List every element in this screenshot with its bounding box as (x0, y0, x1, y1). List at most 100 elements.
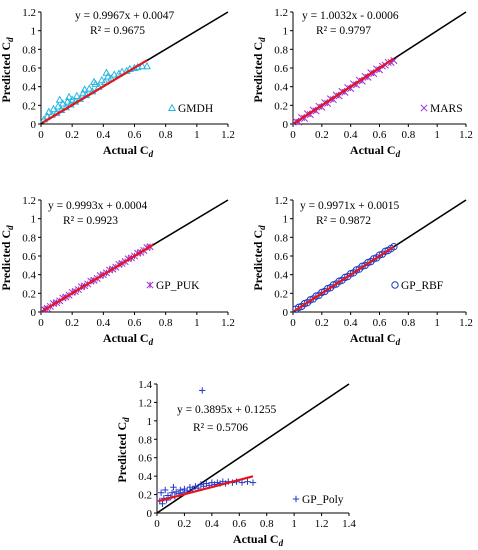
y-tick-label: 0.4 (274, 270, 288, 282)
y-tick-label: 0.4 (22, 82, 36, 94)
x-axis-label: Actual Cd (350, 143, 401, 159)
x-tick-label: 1.2 (459, 317, 473, 329)
x-tick-label: 0.8 (260, 518, 274, 530)
r2-label: R² = 0.9923 (63, 215, 118, 227)
regression-line (41, 243, 154, 312)
x-tick-label: 0 (38, 317, 44, 329)
x-tick-label: 0.6 (232, 518, 246, 530)
legend-marker (420, 104, 428, 112)
data-point (102, 68, 111, 76)
data-point (72, 91, 81, 100)
legend-marker (292, 495, 300, 503)
x-tick-label: 0.6 (128, 129, 142, 141)
y-axis-label: Predicted Cd (0, 225, 15, 291)
legend-label: GP_Poly (302, 494, 344, 506)
data-point-shape (390, 242, 398, 251)
y-tick-label: 0 (31, 307, 37, 319)
y-tick-label: 1.2 (138, 397, 152, 409)
x-tick-label: 1 (194, 129, 200, 141)
data-point (103, 72, 113, 80)
y-tick-label: 0 (31, 119, 37, 131)
data-point-stroke-b (390, 56, 398, 65)
data-point (159, 500, 166, 507)
x-tick-label: 0.8 (159, 317, 173, 329)
x-axis-label: Actual Cd (103, 143, 154, 159)
y-tick-label: 0.4 (22, 270, 36, 282)
data-point (168, 489, 176, 496)
x-axis-label-subscript: d (396, 149, 401, 159)
x-tick-label: 0.2 (315, 129, 329, 141)
legend-marker-shape (167, 103, 177, 112)
legend-marker (391, 281, 399, 289)
data-point (79, 88, 88, 97)
data-point-shape (80, 85, 89, 93)
y-axis-label: Predicted Cd (251, 225, 267, 291)
y-axis-label-subscript: d (5, 225, 15, 230)
y-tick-label: 0.2 (274, 100, 288, 112)
r2-label: R² = 0.9797 (316, 25, 371, 37)
x-axis-label: Actual Cd (350, 331, 401, 347)
x-axis-label-subscript: d (396, 337, 401, 347)
x-axis-label-subscript: d (149, 149, 154, 159)
y-axis-label-text: Predicted C (115, 422, 129, 483)
y-axis-label-text: Predicted C (251, 230, 265, 291)
y-tick-label: 0.6 (138, 453, 152, 465)
x-tick-label: 0.8 (401, 317, 415, 329)
y-tick-label: 1.2 (274, 7, 288, 19)
y-tick-label: 1 (31, 26, 37, 38)
data-point (157, 489, 165, 496)
y-tick-label: 1.2 (22, 7, 36, 19)
r2-label: R² = 0.5706 (193, 422, 248, 434)
y-tick-label: 0 (283, 119, 289, 131)
x-tick-label: 0.4 (96, 129, 110, 141)
x-tick-label: 0.4 (344, 317, 358, 329)
x-tick-label: 0 (290, 129, 296, 141)
data-point (55, 95, 64, 103)
x-tick-label: 0.4 (205, 518, 219, 530)
data-point-shape (65, 92, 74, 100)
y-axis-label-text: Predicted C (0, 230, 13, 291)
legend-label: GMDH (178, 103, 213, 115)
y-tick-label: 1 (31, 214, 37, 226)
y-tick-label: 0.6 (22, 63, 36, 75)
legend-label: GP_PUK (156, 280, 200, 292)
y-tick-label: 0.6 (274, 251, 288, 263)
data-point-shape (55, 95, 64, 103)
data-point-shape (85, 84, 94, 92)
y-tick-label: 0 (283, 307, 289, 319)
y-tick-label: 1.2 (274, 195, 288, 207)
legend-label: MARS (430, 103, 463, 115)
legend-marker (167, 103, 177, 112)
regression-line (293, 57, 395, 125)
data-point (244, 478, 251, 485)
x-tick-label: 1.2 (221, 129, 235, 141)
y-tick-label: 0.8 (274, 44, 288, 56)
x-axis-label: Actual Cd (103, 331, 154, 347)
y-axis-label: Predicted Cd (251, 37, 267, 103)
data-point (65, 92, 74, 100)
y-tick-label: 1 (283, 26, 289, 38)
x-axis-label: Actual Cd (233, 532, 284, 548)
legend-marker-stroke-b (420, 104, 428, 112)
data-point-shape (110, 70, 119, 78)
x-tick-label: 0.2 (65, 129, 79, 141)
y-tick-label: 0.4 (138, 471, 152, 483)
x-tick-label: 1.2 (315, 518, 329, 530)
x-axis-label-text: Actual C (233, 532, 279, 546)
data-point (80, 85, 89, 93)
x-tick-label: 0.2 (315, 317, 329, 329)
y-axis-label-text: Predicted C (251, 42, 265, 103)
data-point-shape (79, 88, 88, 97)
data-point (162, 486, 169, 494)
data-point-shape (89, 77, 99, 86)
legend-marker-shape (391, 281, 399, 289)
x-tick-label: 1.2 (459, 129, 473, 141)
equation-label: y = 0.3895x + 0.1255 (177, 404, 276, 416)
r2-label: R² = 0.9872 (316, 215, 371, 227)
data-point-shape (97, 75, 106, 84)
x-tick-label: 0.6 (373, 129, 387, 141)
x-tick-label: 1 (434, 129, 440, 141)
panel-gp-puk: 0 0.2 0.4 0.6 0.8 1 1.2 0 0.2 0.4 0.6 0.8 1 1.2 y = 0.… (0, 195, 235, 347)
data-point (249, 479, 257, 486)
